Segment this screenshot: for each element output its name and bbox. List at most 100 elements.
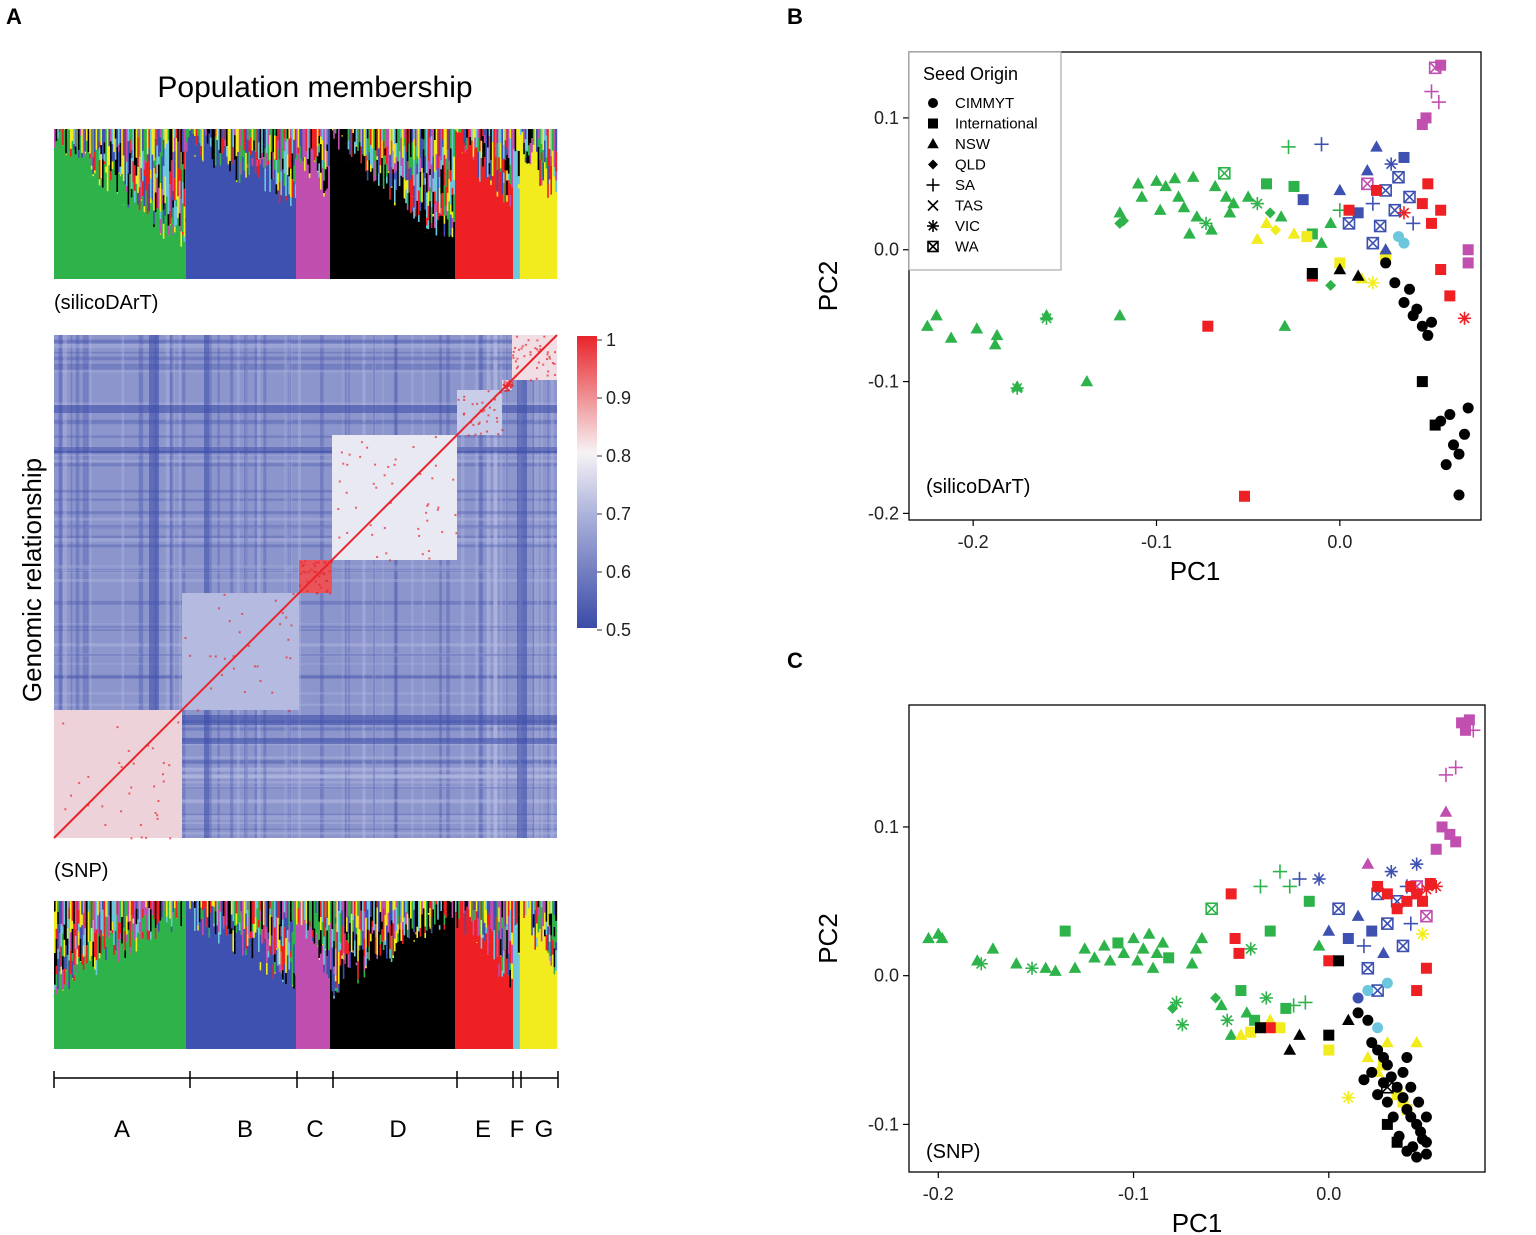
structure-bar — [368, 960, 371, 1049]
heatmap-stripe — [54, 727, 557, 731]
structure-bar — [251, 165, 254, 279]
heatmap-speckle — [543, 335, 546, 338]
structure-bar-part — [134, 129, 136, 146]
structure-bar-part — [272, 901, 275, 910]
heatmap-speckle — [427, 503, 430, 506]
structure-bar-part — [542, 150, 545, 163]
point-plus — [1438, 767, 1454, 783]
structure-bar — [386, 183, 388, 279]
structure-bar — [438, 929, 441, 1049]
colorbar-tick-label: 0.5 — [606, 620, 631, 640]
structure-bar-part — [333, 910, 336, 942]
point-circle — [1380, 257, 1392, 269]
structure-bar-part — [66, 901, 69, 929]
structure-bar — [320, 189, 322, 279]
structure-bar-part — [326, 151, 329, 167]
structure-bar-part — [127, 129, 130, 142]
structure-bar — [240, 174, 243, 279]
silicodart-label: (silicoDArT) — [54, 292, 158, 314]
heatmap-speckle — [504, 389, 507, 392]
structure-bar — [189, 130, 192, 279]
structure-bar — [183, 901, 186, 1049]
point-square — [1245, 1026, 1257, 1038]
structure-bar-part — [54, 129, 56, 148]
structure-bar-part — [390, 129, 393, 141]
structure-bar — [57, 991, 60, 1049]
structure-bar-part — [553, 901, 556, 916]
structure-bar-part — [406, 180, 409, 194]
structure-bar-part — [435, 201, 438, 212]
structure-bar-part — [211, 129, 214, 160]
structure-bar — [293, 188, 296, 279]
structure-bar — [539, 928, 542, 1049]
structure-bar-part — [320, 917, 322, 931]
structure-bar-part — [98, 179, 101, 186]
structure-bar — [310, 148, 313, 279]
point-triangle — [1186, 170, 1200, 182]
point-triangle — [1195, 931, 1209, 944]
structure-bar-part — [62, 901, 64, 927]
structure-bar — [76, 985, 79, 1049]
structure-bar-part — [414, 209, 417, 217]
structure-bar — [246, 945, 249, 1049]
structure-bar-part — [98, 147, 101, 160]
heatmap-stripe — [54, 452, 557, 456]
structure-bar-part — [344, 901, 347, 934]
structure-bar-part — [403, 129, 406, 139]
structure-bar-part — [297, 908, 300, 924]
structure-bar — [324, 950, 327, 1049]
structure-bar-part — [509, 195, 512, 207]
structure-bar-part — [493, 146, 496, 154]
structure-bar-part — [262, 144, 265, 152]
structure-bar — [127, 932, 130, 1049]
structure-bar-part — [451, 129, 454, 156]
structure-bar — [250, 938, 252, 1049]
heatmap-speckle — [534, 347, 537, 350]
structure-bar-part — [177, 129, 180, 142]
structure-bar-part — [446, 901, 449, 905]
structure-bar-part — [277, 901, 280, 918]
heatmap-stripe — [54, 813, 557, 816]
heatmap-stripe — [54, 692, 557, 695]
structure-bar-part — [537, 170, 540, 180]
structure-bar-part — [451, 901, 454, 915]
heatmap-stripe — [54, 525, 557, 529]
structure-bar-part — [216, 901, 219, 926]
structure-bar — [119, 949, 122, 1049]
structure-bar-part — [482, 129, 485, 136]
structure-bar-part — [532, 914, 535, 928]
structure-bar-part — [366, 170, 369, 181]
structure-bar — [331, 991, 334, 1049]
structure-bar-part — [482, 901, 485, 920]
structure-bar-part — [362, 901, 364, 931]
structure-bar-part — [110, 129, 112, 142]
structure-bar-part — [503, 950, 505, 974]
structure-bar-part — [528, 137, 530, 146]
structure-bar — [308, 926, 311, 1049]
structure-bar-part — [266, 927, 268, 938]
heatmap-stripe — [54, 831, 557, 835]
structure-bar — [278, 971, 281, 1049]
structure-bar-part — [469, 901, 472, 918]
structure-bar-part — [509, 963, 512, 971]
structure-bar — [540, 941, 543, 1049]
structure-bar-part — [219, 911, 222, 927]
structure-bar — [87, 152, 90, 279]
point-triangle — [1410, 1036, 1423, 1048]
point-square — [1462, 257, 1474, 269]
structure-bar-part — [293, 944, 296, 974]
structure-bar-part — [132, 129, 135, 161]
structure-bar — [524, 162, 527, 279]
structure-bar-part — [103, 129, 106, 143]
structure-bar-part — [150, 169, 152, 179]
structure-bar-part — [437, 168, 440, 179]
structure-bar-part — [150, 129, 152, 146]
structure-bar-part — [342, 921, 345, 954]
structure-bar-part — [71, 960, 74, 979]
heatmap-speckle — [510, 386, 513, 389]
heatmap-speckle — [243, 690, 246, 693]
structure-bar-part — [134, 901, 136, 911]
point-triangle — [990, 328, 1004, 341]
structure-bar-part — [84, 901, 87, 929]
structure-bar-part — [62, 956, 64, 970]
